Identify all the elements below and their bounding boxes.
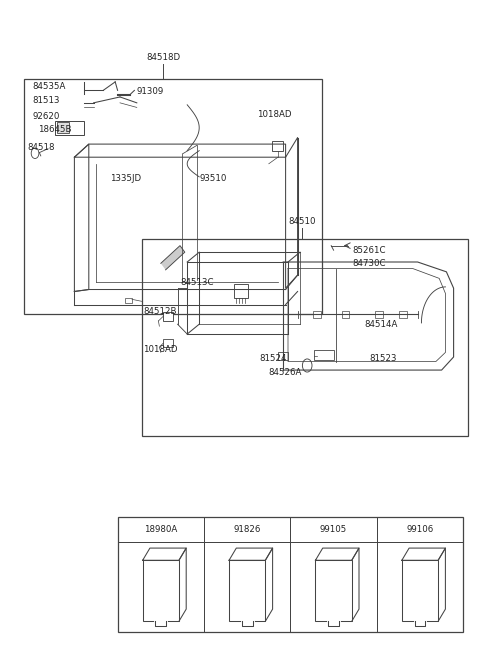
Bar [163,312,173,321]
Polygon shape [161,246,185,270]
Bar [315,560,352,622]
Text: 99105: 99105 [320,525,347,534]
Bar [314,350,334,360]
Text: 84510: 84510 [288,217,316,226]
Bar [57,122,69,133]
Text: 1335JD: 1335JD [110,174,142,183]
Text: 84513C: 84513C [180,278,214,288]
Text: 84526A: 84526A [269,367,302,377]
Text: 92620: 92620 [33,112,60,121]
Bar [234,284,248,298]
Bar [163,339,173,347]
Text: 1018AD: 1018AD [143,345,178,354]
Bar [342,311,349,318]
Text: 84518D: 84518D [146,53,180,62]
Text: 84514A: 84514A [365,320,398,329]
Bar [55,121,84,135]
Text: 85261C: 85261C [353,246,386,255]
Bar [278,352,288,360]
Bar [399,311,407,318]
Text: 81513: 81513 [33,96,60,105]
Bar [142,239,468,436]
Text: 91826: 91826 [233,525,261,534]
Text: 81523: 81523 [370,354,397,364]
Bar [143,560,179,622]
Text: 18980A: 18980A [144,525,178,534]
Text: 18645B: 18645B [38,125,72,134]
Bar [24,79,322,314]
Bar [402,560,438,622]
Bar [313,311,321,318]
Text: 81524: 81524 [259,354,287,364]
Bar [375,311,383,318]
Bar [229,560,265,622]
Text: 84512B: 84512B [143,307,177,316]
Text: 84730C: 84730C [353,259,386,268]
Text: 84518: 84518 [27,143,55,152]
Text: 84535A: 84535A [33,82,66,91]
Text: 91309: 91309 [137,87,164,96]
Text: 1018AD: 1018AD [257,110,291,119]
Text: 93510: 93510 [199,174,227,183]
Bar [272,141,283,151]
Bar [118,517,463,632]
Bar [125,298,132,303]
Text: 99106: 99106 [407,525,433,534]
